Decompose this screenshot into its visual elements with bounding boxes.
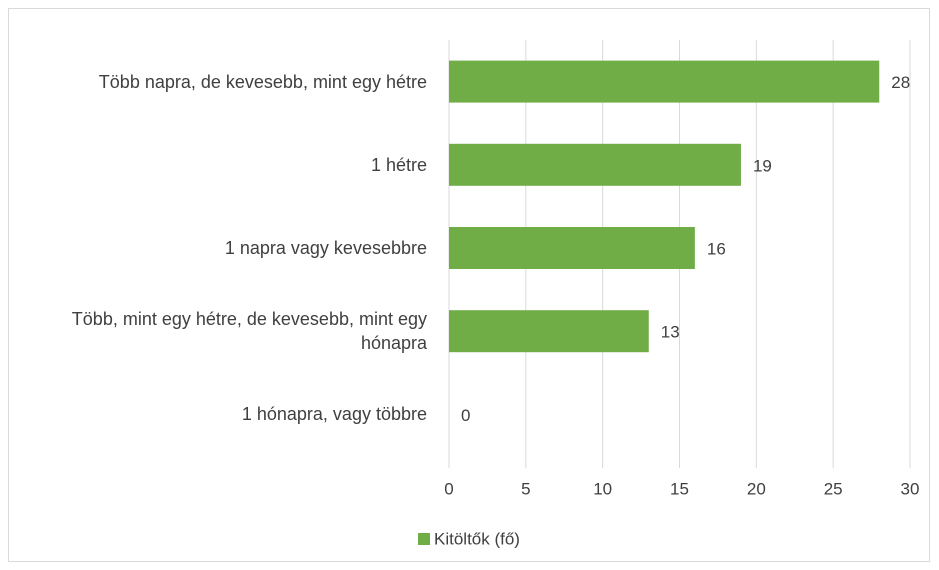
x-tick-label: 10	[593, 479, 612, 498]
x-tick-label: 20	[747, 479, 766, 498]
y-tick-label: Több napra, de kevesebb, mint egy hétre	[98, 71, 427, 92]
x-tick-label: 15	[670, 479, 689, 498]
data-label: 28	[891, 73, 910, 92]
bar	[449, 60, 880, 103]
y-tick-label: 1 hónapra, vagy többre	[241, 404, 427, 425]
data-label: 0	[461, 406, 470, 425]
bar	[449, 310, 649, 353]
data-label: 13	[661, 323, 680, 342]
bar	[449, 227, 695, 269]
data-label: 19	[753, 156, 772, 175]
bar	[449, 143, 741, 186]
x-tick-label: 25	[824, 479, 843, 498]
legend-swatch	[418, 533, 430, 545]
x-tick-label: 5	[521, 479, 530, 498]
y-tick-label: 1 napra vagy kevesebbre	[224, 238, 427, 258]
data-label: 16	[707, 239, 726, 258]
y-tick-label: Több, mint egy hétre, de kevesebb, mint …	[71, 309, 427, 354]
legend-label: Kitöltők (fő)	[434, 529, 520, 548]
x-tick-label: 30	[901, 479, 920, 498]
x-tick-label: 0	[444, 479, 453, 498]
y-tick-label: 1 hétre	[370, 154, 427, 175]
